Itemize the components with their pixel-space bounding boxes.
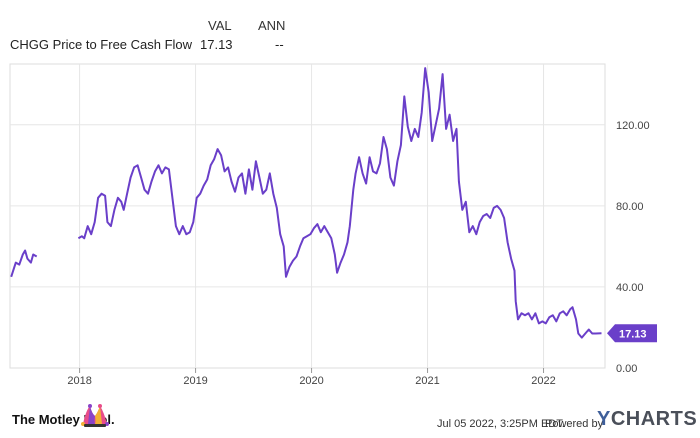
x-tick-label: 2020 bbox=[299, 375, 323, 387]
x-tick-label: 2019 bbox=[183, 375, 207, 387]
chart-area: 0.00 40.00 80.00 120.00 2018 2019 2020 2021 2022… bbox=[0, 58, 700, 398]
footer: The Motley Fool. Jul 05 2022, 3:25PM EDT… bbox=[0, 398, 700, 438]
last-value-badge bbox=[607, 324, 657, 343]
ycharts-logo-text: CHARTS bbox=[610, 408, 698, 430]
y-tick-label: 120.00 bbox=[616, 120, 650, 132]
legend-col-ann: ANN bbox=[258, 18, 286, 33]
y-tick-label: 40.00 bbox=[616, 282, 644, 294]
legend-series-name: CHGG Price to Free Cash Flow bbox=[10, 37, 193, 52]
jester-hat-icon bbox=[81, 404, 109, 427]
ycharts-logo: YCHARTS bbox=[597, 408, 697, 431]
line-chart: 0.00 40.00 80.00 120.00 2018 2019 2020 2021 2022… bbox=[9, 63, 657, 387]
x-tick-label: 2022 bbox=[531, 375, 555, 387]
legend-series-ann: -- bbox=[275, 37, 284, 52]
powered-by-label: Powered by bbox=[545, 418, 604, 430]
x-tick-label: 2018 bbox=[67, 375, 91, 387]
legend-series-val: 17.13 bbox=[200, 37, 233, 52]
series-line-segment bbox=[77, 67, 602, 339]
chart-legend: VAL ANN CHGG Price to Free Cash Flow 17.… bbox=[0, 0, 700, 58]
y-tick-label: 80.00 bbox=[616, 201, 644, 213]
legend-col-val: VAL bbox=[208, 18, 232, 33]
x-tick-label: 2021 bbox=[415, 375, 439, 387]
chart-timestamp: Jul 05 2022, 3:25PM EDT. bbox=[437, 418, 565, 430]
series-line-segment bbox=[10, 249, 38, 278]
ycharts-logo-y: Y bbox=[597, 408, 611, 430]
plot-frame bbox=[9, 63, 606, 369]
last-value-label: 17.13 bbox=[619, 328, 647, 340]
y-tick-label: 0.00 bbox=[616, 363, 637, 375]
